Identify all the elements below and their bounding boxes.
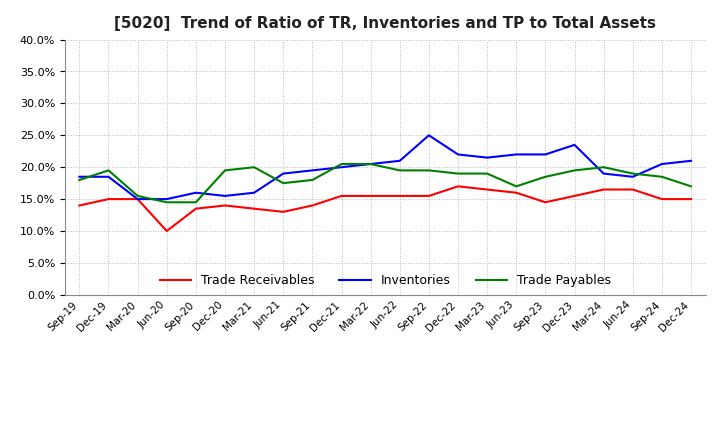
Inventories — [570, 142, 579, 147]
Trade Payables — [192, 200, 200, 205]
Trade Payables — [395, 168, 404, 173]
Inventories — [425, 132, 433, 138]
Trade Payables — [220, 168, 229, 173]
Trade Payables — [570, 168, 579, 173]
Trade Payables — [512, 184, 521, 189]
Trade Payables — [657, 174, 666, 180]
Inventories — [483, 155, 492, 160]
Inventories — [163, 196, 171, 202]
Inventories — [687, 158, 696, 163]
Line: Trade Receivables: Trade Receivables — [79, 187, 691, 231]
Trade Payables — [104, 168, 113, 173]
Inventories — [133, 196, 142, 202]
Inventories — [104, 174, 113, 180]
Trade Receivables — [657, 196, 666, 202]
Inventories — [337, 165, 346, 170]
Trade Receivables — [687, 196, 696, 202]
Trade Payables — [687, 184, 696, 189]
Trade Receivables — [395, 193, 404, 198]
Trade Receivables — [425, 193, 433, 198]
Inventories — [541, 152, 550, 157]
Inventories — [75, 174, 84, 180]
Trade Payables — [425, 168, 433, 173]
Trade Receivables — [599, 187, 608, 192]
Trade Receivables — [337, 193, 346, 198]
Trade Receivables — [483, 187, 492, 192]
Inventories — [629, 174, 637, 180]
Trade Receivables — [250, 206, 258, 211]
Trade Receivables — [454, 184, 462, 189]
Trade Receivables — [512, 190, 521, 195]
Trade Payables — [133, 193, 142, 198]
Inventories — [192, 190, 200, 195]
Trade Receivables — [133, 196, 142, 202]
Inventories — [220, 193, 229, 198]
Trade Receivables — [279, 209, 287, 215]
Trade Receivables — [220, 203, 229, 208]
Trade Receivables — [366, 193, 375, 198]
Inventories — [366, 161, 375, 167]
Trade Payables — [337, 161, 346, 167]
Line: Trade Payables: Trade Payables — [79, 164, 691, 202]
Trade Receivables — [104, 196, 113, 202]
Inventories — [395, 158, 404, 163]
Trade Payables — [163, 200, 171, 205]
Trade Receivables — [308, 203, 317, 208]
Inventories — [657, 161, 666, 167]
Trade Payables — [483, 171, 492, 176]
Trade Payables — [250, 165, 258, 170]
Line: Inventories: Inventories — [79, 135, 691, 199]
Title: [5020]  Trend of Ratio of TR, Inventories and TP to Total Assets: [5020] Trend of Ratio of TR, Inventories… — [114, 16, 656, 32]
Trade Payables — [279, 180, 287, 186]
Inventories — [599, 171, 608, 176]
Inventories — [250, 190, 258, 195]
Trade Receivables — [570, 193, 579, 198]
Trade Payables — [541, 174, 550, 180]
Trade Payables — [308, 177, 317, 183]
Inventories — [308, 168, 317, 173]
Trade Receivables — [629, 187, 637, 192]
Trade Payables — [366, 161, 375, 167]
Trade Receivables — [163, 228, 171, 234]
Trade Payables — [75, 177, 84, 183]
Inventories — [279, 171, 287, 176]
Inventories — [454, 152, 462, 157]
Inventories — [512, 152, 521, 157]
Trade Payables — [454, 171, 462, 176]
Trade Receivables — [541, 200, 550, 205]
Legend: Trade Receivables, Inventories, Trade Payables: Trade Receivables, Inventories, Trade Pa… — [153, 268, 617, 293]
Trade Receivables — [192, 206, 200, 211]
Trade Receivables — [75, 203, 84, 208]
Trade Payables — [599, 165, 608, 170]
Trade Payables — [629, 171, 637, 176]
